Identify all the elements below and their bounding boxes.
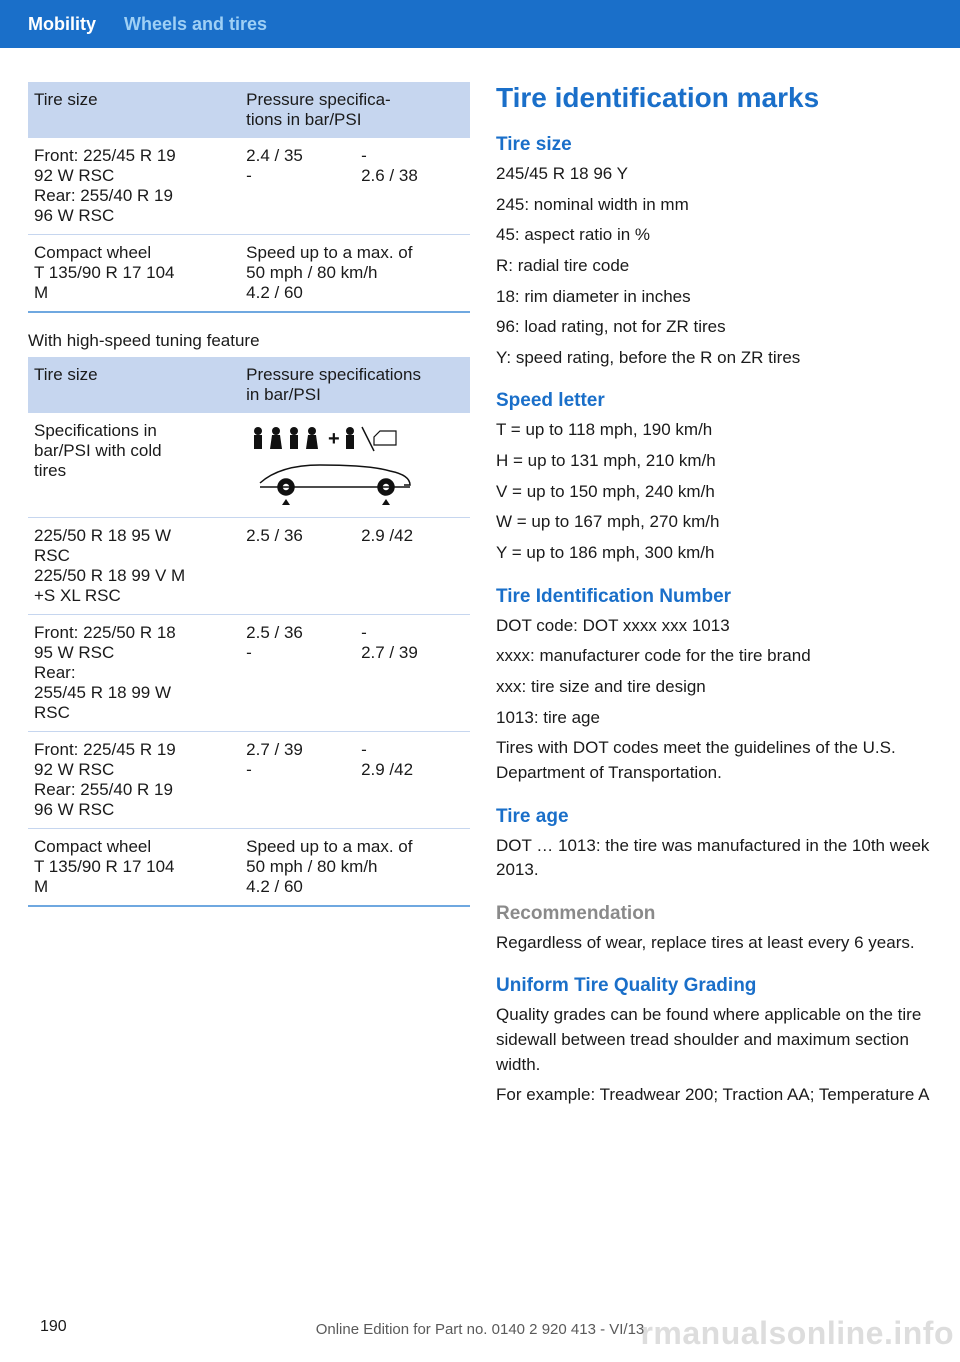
t2-r0-c1: Specifications in bar/PSI with cold tire… bbox=[28, 413, 240, 518]
body-line: R: radial tire code bbox=[496, 254, 938, 279]
body-line: 18: rim diameter in inches bbox=[496, 285, 938, 310]
section-heading: Tire Identification Number bbox=[496, 586, 938, 608]
body-line: H = up to 131 mph, 210 km/h bbox=[496, 449, 938, 474]
table2-caption: With high-speed tuning feature bbox=[28, 331, 470, 351]
table-row: Front: 225/45 R 19 92 W RSC Rear: 255/40… bbox=[28, 138, 470, 235]
table-row: Front: 225/45 R 19 92 W RSC Rear: 255/40… bbox=[28, 732, 470, 829]
page-body: Tire size Pressure specifica‐ tions in b… bbox=[0, 48, 960, 1114]
t2-r3-c1: Front: 225/45 R 19 92 W RSC Rear: 255/40… bbox=[28, 732, 240, 829]
t1-r0-c1: Front: 225/45 R 19 92 W RSC Rear: 255/40… bbox=[28, 138, 240, 235]
body-line: 1013: tire age bbox=[496, 706, 938, 731]
t2-r3-c2b: - 2.9 /42 bbox=[355, 732, 470, 829]
body-line: xxxx: manufacturer code for the tire bra… bbox=[496, 644, 938, 669]
body-line: Y: speed rating, before the R on ZR tire… bbox=[496, 346, 938, 371]
right-column: Tire identification marks Tire size 245/4… bbox=[496, 82, 938, 1114]
table-row: Front: 225/50 R 18 95 W RSC Rear: 255/45… bbox=[28, 615, 470, 732]
pressure-table-1: Tire size Pressure specifica‐ tions in b… bbox=[28, 82, 470, 313]
body-line: Tires with DOT codes meet the guidelines… bbox=[496, 736, 938, 785]
body-line: 245: nominal width in mm bbox=[496, 193, 938, 218]
body-line: For example: Treadwear 200; Traction AA;… bbox=[496, 1083, 938, 1108]
t2-r4-c1: Compact wheel T 135/90 R 17 104 M bbox=[28, 829, 240, 907]
header-sub: Wheels and tires bbox=[110, 14, 267, 35]
pressure-table-2: Tire size Pressure specifications in bar… bbox=[28, 357, 470, 907]
body-line: V = up to 150 mph, 240 km/h bbox=[496, 480, 938, 505]
svg-text:+: + bbox=[328, 428, 340, 450]
page-title: Tire identification marks bbox=[496, 82, 938, 114]
section-heading: Tire age bbox=[496, 806, 938, 828]
section-heading: Uniform Tire Quality Grading bbox=[496, 975, 938, 997]
t1-r1-c2: Speed up to a max. of 50 mph / 80 km/h 4… bbox=[240, 235, 470, 313]
header-bar: Mobility Wheels and tires bbox=[0, 0, 960, 48]
t1-h1: Tire size bbox=[28, 82, 240, 138]
t2-r3-c2a: 2.7 / 39 - bbox=[240, 732, 355, 829]
t2-r1-c2b: 2.9 /42 bbox=[355, 518, 470, 615]
t2-r4-c2: Speed up to a max. of 50 mph / 80 km/h 4… bbox=[240, 829, 470, 907]
table-row: 225/50 R 18 95 W RSC 225/50 R 18 99 V M … bbox=[28, 518, 470, 615]
section-heading: Tire size bbox=[496, 134, 938, 156]
t2-r2-c2b: - 2.7 / 39 bbox=[355, 615, 470, 732]
body-line: 45: aspect ratio in % bbox=[496, 223, 938, 248]
t1-h2: Pressure specifica‐ tions in bar/PSI bbox=[240, 82, 470, 138]
t1-r1-c1: Compact wheel T 135/90 R 17 104 M bbox=[28, 235, 240, 313]
t2-r1-c1: 225/50 R 18 95 W RSC 225/50 R 18 99 V M … bbox=[28, 518, 240, 615]
section-heading: Recommendation bbox=[496, 903, 938, 925]
body-line: DOT code: DOT xxxx xxx 1013 bbox=[496, 614, 938, 639]
header-tab: Mobility bbox=[28, 14, 110, 35]
t2-h2: Pressure specifications in bar/PSI bbox=[240, 357, 470, 413]
body-line: T = up to 118 mph, 190 km/h bbox=[496, 418, 938, 443]
body-line: Regardless of wear, replace tires at lea… bbox=[496, 931, 938, 956]
t1-r0-c2a: 2.4 / 35 - bbox=[240, 138, 355, 235]
load-diagram-icon: + bbox=[246, 421, 426, 509]
body-line: W = up to 167 mph, 270 km/h bbox=[496, 510, 938, 535]
t2-h1: Tire size bbox=[28, 357, 240, 413]
t2-r1-c2a: 2.5 / 36 bbox=[240, 518, 355, 615]
left-column: Tire size Pressure specifica‐ tions in b… bbox=[28, 82, 470, 1114]
watermark-text: rmanualsonline.info bbox=[640, 1315, 954, 1352]
t2-r2-c2a: 2.5 / 36 - bbox=[240, 615, 355, 732]
section-heading: Speed letter bbox=[496, 390, 938, 412]
table-row: Compact wheel T 135/90 R 17 104 M Speed … bbox=[28, 829, 470, 907]
table-row: Specifications in bar/PSI with cold tire… bbox=[28, 413, 470, 518]
t1-r0-c2b: - 2.6 / 38 bbox=[355, 138, 470, 235]
body-line: DOT … 1013: the tire was manufactured in… bbox=[496, 834, 938, 883]
t2-r2-c1: Front: 225/50 R 18 95 W RSC Rear: 255/45… bbox=[28, 615, 240, 732]
body-line: Y = up to 186 mph, 300 km/h bbox=[496, 541, 938, 566]
body-line: Quality grades can be found where applic… bbox=[496, 1003, 938, 1077]
table-row: Compact wheel T 135/90 R 17 104 M Speed … bbox=[28, 235, 470, 313]
body-line: 96: load rating, not for ZR tires bbox=[496, 315, 938, 340]
t2-r0-svg: + bbox=[240, 413, 470, 518]
body-line: xxx: tire size and tire design bbox=[496, 675, 938, 700]
body-line: 245/45 R 18 96 Y bbox=[496, 162, 938, 187]
